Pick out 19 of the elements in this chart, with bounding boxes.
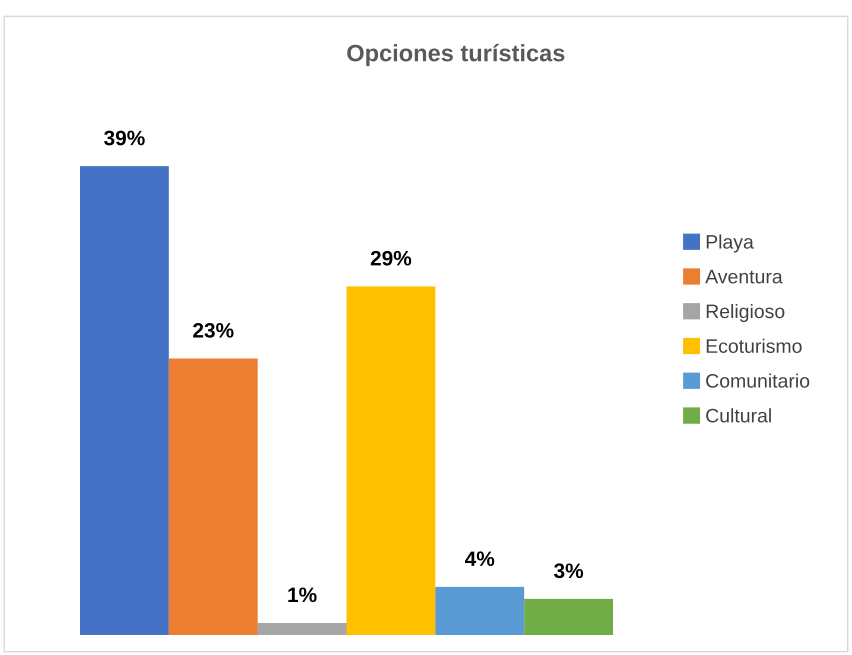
legend-label: Playa [706, 234, 754, 253]
data-label: 29% [370, 250, 412, 266]
legend-label: Cultural [706, 408, 771, 423]
data-label: 23% [193, 322, 234, 338]
bar [435, 586, 524, 635]
bar [168, 358, 258, 635]
legend-label: Aventura [705, 270, 783, 284]
data-label: 1% [288, 587, 317, 602]
legend-label: Religioso [706, 304, 784, 322]
chart-title: Opciones turísticas [347, 44, 564, 66]
bar [346, 286, 436, 635]
data-label: 39% [104, 130, 145, 146]
legend-label: Comunitario [706, 373, 810, 388]
legend-label: Ecoturismo [706, 338, 802, 353]
bar [258, 622, 346, 635]
bar [80, 166, 169, 635]
data-label: 4% [465, 551, 494, 566]
data-label: 3% [554, 563, 584, 578]
bar [524, 598, 613, 635]
